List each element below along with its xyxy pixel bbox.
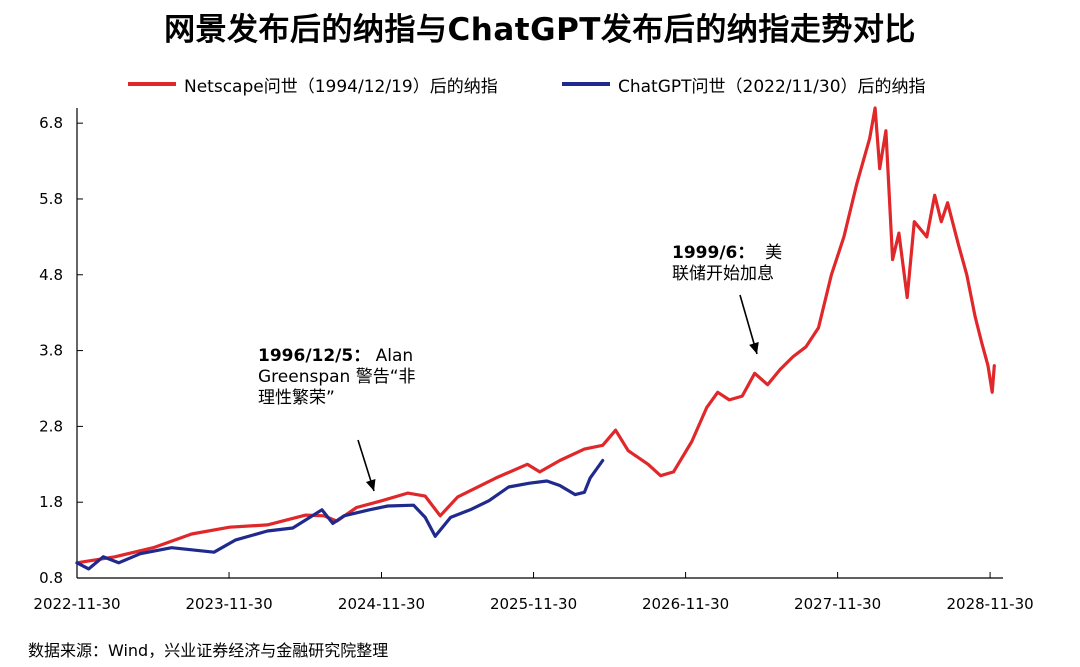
legend-label-netscape: Netscape问世（1994/12/19）后的纳指 [184,76,498,97]
y-tick-label: 2.8 [39,417,63,435]
legend-label-chatgpt: ChatGPT问世（2022/11/30）后的纳指 [618,76,926,97]
chart-title: 网景发布后的纳指与ChatGPT发布后的纳指走势对比 [164,12,916,48]
y-tick-label: 1.8 [39,493,63,511]
y-tick-label: 0.8 [39,569,63,587]
x-tick-label: 2023-11-30 [185,595,272,613]
annotation-fed-arrow-head [749,342,759,354]
x-tick-label: 2022-11-30 [33,595,120,613]
x-tick-label: 2026-11-30 [642,595,729,613]
series-line-chatgpt [75,458,605,571]
annotation-greenspan-arrow-head [365,479,376,491]
legend-swatch-blue [562,82,610,86]
x-tick-label: 2028-11-30 [946,595,1033,613]
annotation-greenspan-text-b: Greenspan 警告“非 [258,367,416,387]
annotation-greenspan: 1996/12/5： Alan Greenspan 警告“非 理性繁荣” [258,346,438,409]
annotation-fed-date: 1999/6： [672,243,755,263]
annotation-fed-text-a: 美 [765,243,783,263]
legend-swatch-red [128,82,176,86]
annotation-greenspan-text-a: Alan [375,346,414,366]
legend: Netscape问世（1994/12/19）后的纳指 ChatGPT问世（202… [0,70,1080,98]
legend-item-netscape: Netscape问世（1994/12/19）后的纳指 [128,70,498,98]
annotation-greenspan-date: 1996/12/5： [258,346,371,366]
y-tick-label: 5.8 [39,190,63,208]
y-tick-label: 6.8 [39,114,63,132]
x-tick-label: 2025-11-30 [490,595,577,613]
annotation-fed-hike: 1999/6： 美 联储开始加息 [672,243,812,285]
y-tick-label: 3.8 [39,342,63,360]
annotation-greenspan-text-c: 理性繁荣” [258,388,335,408]
annotation-fed-text-b: 联储开始加息 [672,264,774,284]
x-tick-label: 2027-11-30 [794,595,881,613]
source-note: 数据来源：Wind，兴业证券经济与金融研究院整理 [28,641,389,660]
legend-item-chatgpt: ChatGPT问世（2022/11/30）后的纳指 [562,70,926,98]
series-line-netscape [75,106,996,565]
x-tick-label: 2024-11-30 [338,595,425,613]
y-tick-label: 4.8 [39,266,63,284]
